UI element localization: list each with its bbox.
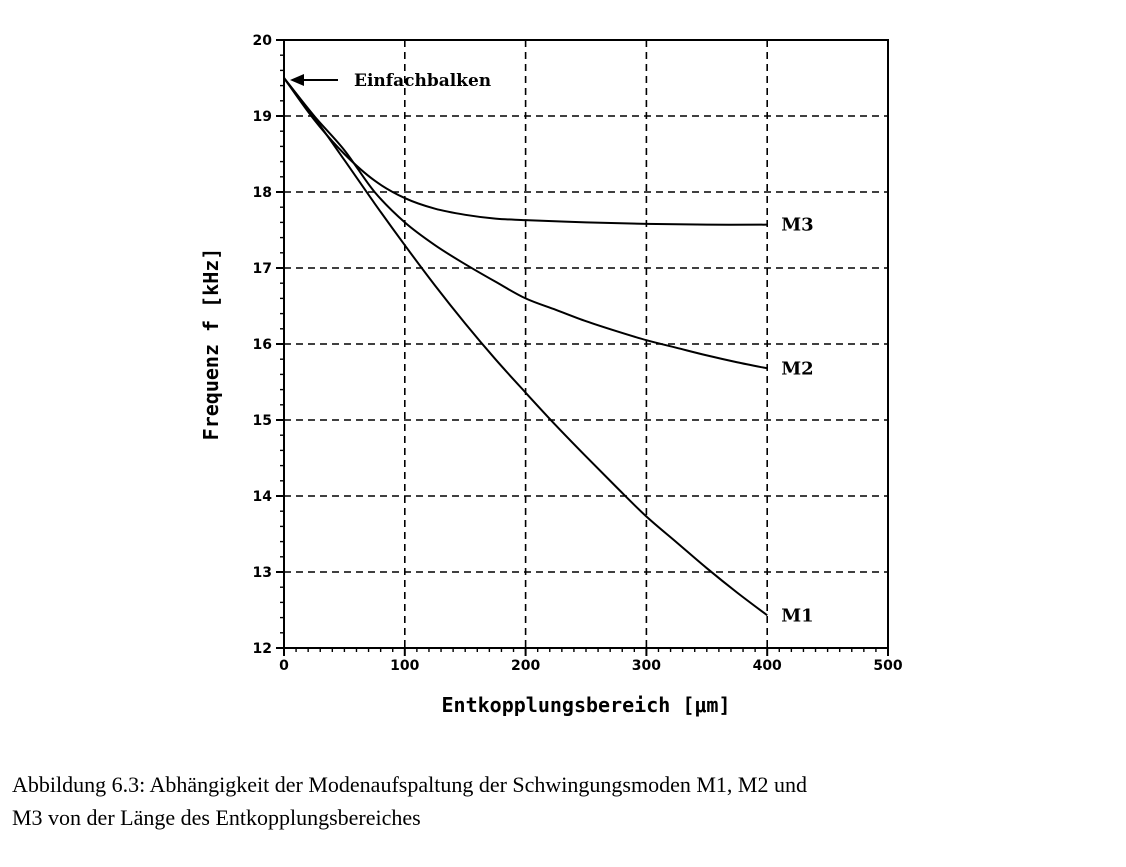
series-line-m1 xyxy=(283,77,768,617)
series-label-m2: M2 xyxy=(781,358,813,379)
annotation-einfachbalken: Einfachbalken xyxy=(290,71,491,91)
y-axis-label: Frequenz f [kHz] xyxy=(199,248,223,441)
series-label-m1: M1 xyxy=(781,605,813,626)
x-axis-label: Entkopplungsbereich [μm] xyxy=(442,693,731,717)
y-tick-label: 13 xyxy=(253,565,272,581)
y-tick-label: 19 xyxy=(253,109,272,125)
annotation-arrow-head xyxy=(290,74,304,86)
minor-ticks xyxy=(276,39,889,656)
series-line-m2 xyxy=(283,77,768,370)
figure-caption: Abbildung 6.3: Abhängigkeit der Modenauf… xyxy=(12,768,1112,834)
y-tick-label: 20 xyxy=(253,33,273,49)
x-tick-label: 100 xyxy=(390,658,419,674)
caption-line-1: Abbildung 6.3: Abhängigkeit der Modenauf… xyxy=(12,772,807,797)
plot-frame xyxy=(283,39,889,649)
y-tick-label: 12 xyxy=(253,641,272,657)
x-tick-label: 400 xyxy=(753,658,782,674)
series-layer: M1 M2 M3 xyxy=(283,77,814,626)
y-tick-label: 15 xyxy=(253,413,272,429)
y-tick-label: 16 xyxy=(253,337,272,353)
tick-labels: 0 100 200 300 400 500 12 13 14 15 16 17 18 19 20 xyxy=(253,33,903,674)
x-tick-label: 300 xyxy=(632,658,661,674)
y-tick-label: 17 xyxy=(253,261,272,277)
caption-line-2: M3 von der Länge des Entkopplungsbereich… xyxy=(12,805,421,830)
grid-layer xyxy=(284,40,888,648)
x-tick-label: 0 xyxy=(279,658,289,674)
series-line-m3 xyxy=(283,77,768,226)
y-tick-label: 14 xyxy=(253,489,273,505)
series-label-m3: M3 xyxy=(781,215,813,236)
x-tick-label: 500 xyxy=(873,658,902,674)
y-tick-label: 18 xyxy=(253,185,272,201)
annotation-label: Einfachbalken xyxy=(354,71,491,91)
x-tick-label: 200 xyxy=(511,658,540,674)
